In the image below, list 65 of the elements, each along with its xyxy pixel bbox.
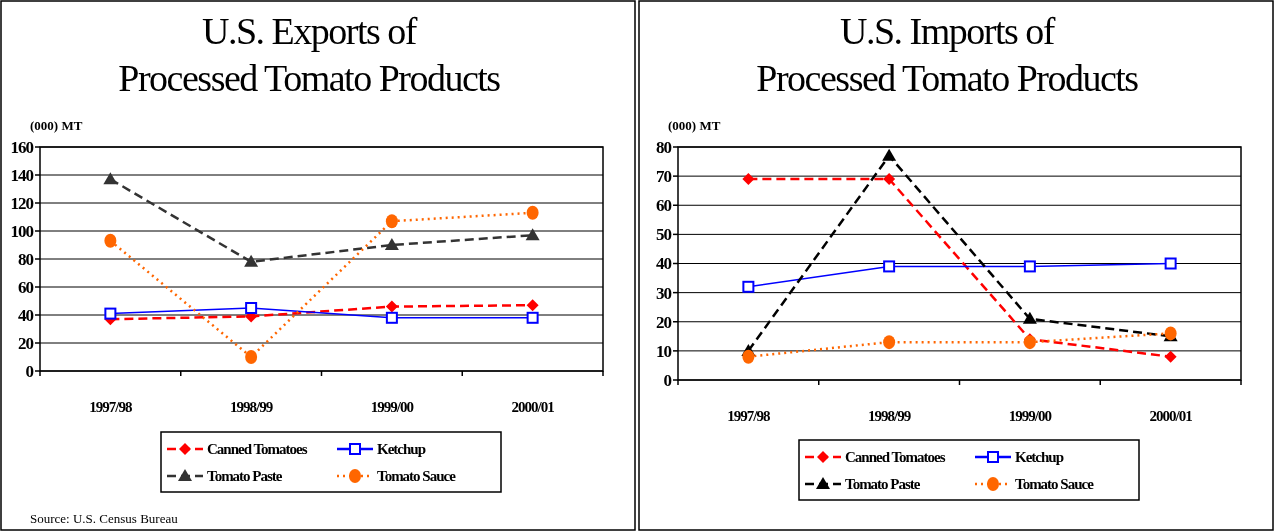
x-tick-label: 1998/99 [868,408,911,424]
point [1022,311,1037,324]
y-tick-label: 50 [656,225,672,245]
legend-label: Canned Tomatoes [845,449,946,466]
point [385,311,398,324]
point [1164,257,1177,270]
point [1023,260,1036,273]
point [526,205,539,220]
legend-label: Ketchup [377,441,426,458]
y-tick-label: 40 [656,254,672,274]
legend-label: Tomato Sauce [1015,476,1095,493]
point [883,173,896,186]
point [526,311,539,324]
point [245,302,258,314]
legend-label: Tomato Paste [845,476,921,493]
y-tick-label: 0 [25,361,34,381]
y-tick-label: 100 [10,221,34,241]
point [103,172,118,185]
y-tick-label: 80 [656,137,672,157]
y-tick-label: 60 [656,196,672,216]
point [385,214,398,229]
point [104,233,117,248]
point [104,307,117,320]
y-tick-label: 140 [10,165,34,185]
point [526,299,539,312]
x-tick-label: 1998/99 [230,399,273,415]
y-tick-label: 20 [18,333,34,353]
y-tick-label: 30 [656,283,672,303]
y-tick-label: 40 [18,305,34,325]
chart-title: U.S. Imports of Processed Tomato Products [756,10,1139,99]
point [245,350,258,364]
point [384,238,399,250]
x-tick-label: 1999/00 [370,399,414,415]
x-tick-label: 2000/01 [511,399,555,415]
point [1164,350,1177,363]
chart-title: U.S. Exports of Processed Tomato Products [118,10,501,99]
x-tick-label: 1997/98 [727,408,770,424]
legend-label: Tomato Sauce [377,468,457,485]
y-tick-label: 10 [656,341,672,361]
point [882,148,897,161]
y-tick-label: 60 [18,277,34,297]
x-tick-label: 2000/01 [1149,408,1193,424]
point [742,349,755,364]
point [525,228,540,241]
point [1023,335,1036,350]
point [244,254,259,267]
legend-label: Ketchup [1015,449,1064,466]
point [742,280,755,293]
y-tick-label: 20 [656,312,672,332]
y-tick-label: 0 [663,370,672,390]
y-tick-label: 160 [10,137,34,157]
source-note: Source: U.S. Census Bureau [30,511,179,526]
y-tick-label: 120 [10,193,34,213]
point [883,260,896,273]
point [742,173,755,186]
y-tick-label: 80 [18,249,34,269]
x-tick-label: 1997/98 [89,399,132,415]
point [385,300,398,313]
x-tick-label: 1999/00 [1008,408,1052,424]
y-axis-title: (000) MT [668,118,721,133]
legend-label: Canned Tomatoes [207,441,308,458]
y-tick-label: 70 [656,167,672,187]
y-axis-title: (000) MT [30,118,83,133]
legend-label: Tomato Paste [207,468,283,485]
point [883,335,896,350]
